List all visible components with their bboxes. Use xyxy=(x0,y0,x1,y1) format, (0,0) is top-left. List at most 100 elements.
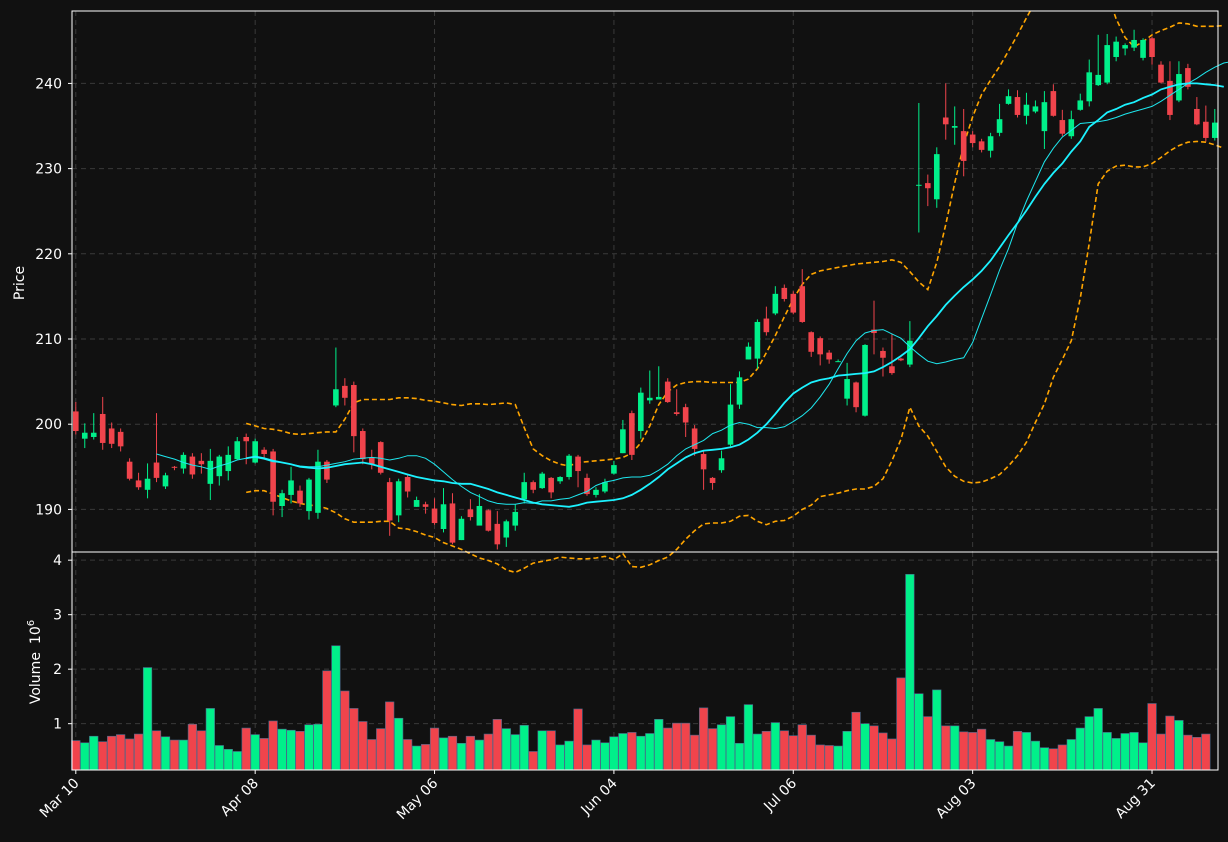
volume-bar-down xyxy=(1012,731,1023,771)
volume-bar-up xyxy=(214,745,224,771)
candle-body-down xyxy=(386,482,393,521)
volume-bar-down xyxy=(241,727,251,771)
volume-bar-up xyxy=(474,739,484,771)
candle-body-down xyxy=(889,366,895,374)
volume-bar-up xyxy=(178,739,189,771)
candle-body-up xyxy=(306,479,312,512)
volume-bar-up xyxy=(725,716,736,771)
candle-body-up xyxy=(602,482,608,492)
volume-bar-down xyxy=(483,733,493,771)
volume-bar-down xyxy=(1201,733,1211,771)
candle-body-up xyxy=(1086,72,1093,102)
volume-bar-down xyxy=(851,711,861,771)
volume-bar-down xyxy=(824,745,834,771)
candle-body-down xyxy=(270,451,276,502)
volume-bar-down xyxy=(492,719,502,771)
volume-bar-up xyxy=(564,740,574,771)
volume-bar-down xyxy=(1057,744,1067,771)
volume-bar-down xyxy=(788,735,798,771)
volume-bar-up xyxy=(600,742,610,771)
candle-body-down xyxy=(799,286,806,322)
candle-body-down xyxy=(960,131,967,161)
volume-bar-up xyxy=(394,717,404,771)
price-tick-label: 240 xyxy=(35,76,62,92)
volume-bar-down xyxy=(196,730,206,771)
candle-body-down xyxy=(108,428,115,444)
volume-bar-up xyxy=(591,739,601,771)
candle-body-down xyxy=(297,490,303,504)
candle-body-up xyxy=(1113,41,1119,58)
volume-bar-up xyxy=(1111,738,1121,771)
candle-body-down xyxy=(763,318,770,333)
candle-body-down xyxy=(575,456,581,472)
volume-bar-down xyxy=(376,728,386,771)
candle-body-up xyxy=(1122,45,1128,49)
volume-bar-down xyxy=(968,732,978,771)
candle-body-up xyxy=(1041,102,1048,132)
candle-body-up xyxy=(1104,45,1110,83)
volume-bar-down xyxy=(429,727,440,771)
volume-bar-up xyxy=(1030,740,1041,771)
volume-bar-up xyxy=(914,693,924,771)
candle-body-down xyxy=(700,454,707,470)
volume-bar-down xyxy=(797,724,807,771)
volume-bar-up xyxy=(438,737,449,771)
candle-body-up xyxy=(844,379,850,399)
candle-body-up xyxy=(907,340,913,365)
volume-bar-down xyxy=(1156,733,1166,771)
candle-body-down xyxy=(898,358,904,361)
volume-bar-up xyxy=(501,728,511,771)
candle-body-down xyxy=(261,449,267,455)
candle-body-down xyxy=(73,411,79,432)
volume-bar-down xyxy=(707,728,718,771)
candle-body-down xyxy=(880,350,886,358)
volume-bar-down xyxy=(681,722,691,771)
volume-bar-up xyxy=(412,745,422,771)
volume-tick-label: 2 xyxy=(53,662,62,678)
candle-body-down xyxy=(368,457,375,465)
candle-body-up xyxy=(593,489,599,495)
candle-body-up xyxy=(234,441,241,460)
volume-bar-up xyxy=(770,722,780,771)
volume-bar-down xyxy=(690,734,700,771)
volume-bar-down xyxy=(1165,715,1175,771)
volume-bar-up xyxy=(89,735,99,771)
candle-body-down xyxy=(664,381,671,403)
volume-bar-down xyxy=(98,741,108,771)
candle-body-down xyxy=(324,461,330,480)
volume-bar-up xyxy=(1093,708,1103,771)
volume-bar-up xyxy=(985,739,996,771)
volume-tick-label: 3 xyxy=(53,608,62,624)
volume-bar-up xyxy=(331,645,341,771)
candle-body-down xyxy=(709,477,716,483)
volume-bar-down xyxy=(923,716,933,771)
candle-body-up xyxy=(835,361,841,363)
candle-body-down xyxy=(1149,38,1155,58)
candle-body-down xyxy=(942,117,949,125)
candle-body-down xyxy=(1203,121,1209,138)
volume-bar-up xyxy=(205,708,215,771)
volume-bar-down xyxy=(125,738,135,771)
volume-bar-up xyxy=(223,748,233,771)
candle-body-up xyxy=(395,481,402,516)
candle-body-up xyxy=(1140,39,1146,58)
candle-body-up xyxy=(521,482,528,500)
candle-body-up xyxy=(207,460,214,484)
volume-scale-exponent: 6 xyxy=(26,620,37,626)
candle-body-down xyxy=(1194,108,1200,125)
volume-bar-up xyxy=(456,742,467,771)
slow-moving-average-line xyxy=(246,82,1224,508)
volume-bar-down xyxy=(627,732,637,771)
volume-bar-up xyxy=(232,751,242,771)
candle-body-down xyxy=(682,407,689,423)
volume-bar-up xyxy=(860,723,870,771)
price-tick-label: 200 xyxy=(35,417,62,433)
candle-body-up xyxy=(476,505,483,526)
candle-body-down xyxy=(925,183,931,189)
volume-bar-up xyxy=(636,735,646,771)
candle-body-down xyxy=(548,477,554,493)
volume-bar-up xyxy=(1102,732,1112,771)
volume-bar-up xyxy=(645,733,655,771)
top-mask xyxy=(0,0,1228,11)
volume-bar-down xyxy=(295,731,305,771)
